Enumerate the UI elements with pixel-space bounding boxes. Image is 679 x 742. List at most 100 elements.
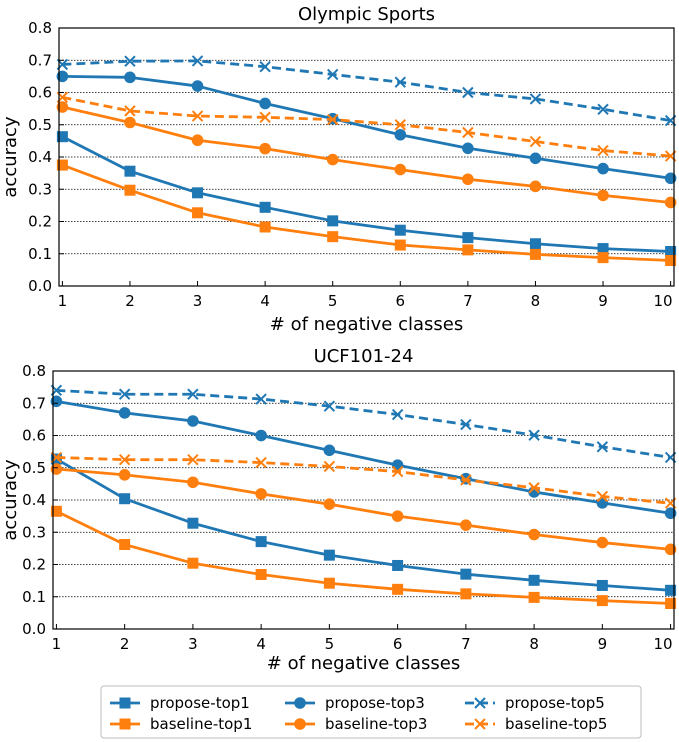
chart2-point-baseline-top1	[665, 598, 677, 610]
legend-marker-propose-top1	[119, 697, 131, 709]
chart2-point-propose-top1	[119, 493, 131, 505]
chart1-line-propose-top1	[61, 135, 671, 253]
chart2-point-baseline-top5	[391, 465, 404, 478]
chart2-xtick-label: 5	[325, 635, 335, 653]
chart2-xtick-label: 9	[598, 635, 608, 653]
chart1-point-baseline-top3	[394, 163, 407, 176]
chart1-series-baseline-top5	[56, 91, 677, 162]
chart1-xlabel: # of negative classes	[270, 314, 463, 335]
chart2-point-baseline-top5	[460, 474, 472, 486]
chart1-point-baseline-top1	[462, 244, 474, 256]
legend-entry-baseline-top1: baseline-top1	[110, 715, 252, 733]
chart2-point-propose-top1	[596, 579, 608, 591]
chart2-series-propose-top3	[50, 395, 677, 520]
legend-label-baseline-top3: baseline-top3	[325, 715, 427, 733]
chart1-point-baseline-top5	[327, 113, 339, 126]
chart2-point-baseline-top1	[460, 588, 472, 600]
legend-label-baseline-top1: baseline-top1	[150, 715, 252, 733]
chart2-point-baseline-top5	[118, 453, 131, 466]
chart1-point-propose-top3	[259, 97, 271, 110]
chart2-point-baseline-top1	[255, 568, 267, 580]
chart1-point-baseline-top3	[664, 196, 677, 209]
chart1-point-baseline-top3	[326, 153, 339, 166]
legend-label-propose-top5: propose-top5	[505, 694, 605, 712]
chart1-point-baseline-top3	[597, 189, 609, 202]
chart2-point-baseline-top3	[323, 498, 336, 510]
chart1-ytick-label: 0.6	[28, 84, 52, 102]
chart2-xtick-label: 7	[461, 635, 471, 653]
chart1-ytick-label: 0.8	[28, 19, 52, 37]
chart2-xtick-label: 6	[393, 635, 403, 653]
chart2: 0.0 0.1 0.2 0.3 0.4 0.5 0.6 0.7 0.8 1 2 3 4 5 6 7 8 9 10 UC…	[0, 346, 677, 674]
chart1-point-propose-top1	[327, 215, 339, 227]
chart1-xtick-label: 1	[58, 292, 68, 310]
chart2-ytick-label: 0.1	[22, 588, 46, 606]
chart2-point-propose-top1	[528, 574, 540, 586]
chart2-ytick-label: 0.6	[22, 427, 46, 445]
chart1-point-baseline-top5	[462, 126, 474, 139]
chart1-point-propose-top5	[191, 55, 204, 67]
chart2-point-propose-top1	[665, 584, 677, 596]
chart2-point-baseline-top1	[528, 591, 540, 603]
chart1-xtick-label: 2	[125, 292, 135, 310]
chart2-point-propose-top3	[118, 407, 131, 419]
chart2-ytick-label: 0.5	[22, 459, 46, 477]
chart1-point-propose-top1	[597, 243, 609, 255]
chart2-point-propose-top5	[187, 388, 199, 400]
chart1-point-propose-top1	[529, 238, 541, 250]
chart2-ytick-label: 0.7	[22, 394, 46, 412]
chart1-ytick-label: 0.7	[28, 51, 52, 69]
chart2-xlabel: # of negative classes	[267, 653, 460, 674]
chart1: 0.0 0.1 0.2 0.3 0.4 0.5 0.6 0.7 0.8 1 2 3 4 5 6 7 8 9 10 Ol…	[0, 4, 677, 335]
chart1-ylabel: accuracy	[0, 116, 21, 198]
legend-entry-propose-top1: propose-top1	[110, 694, 250, 712]
chart1-ytick-label: 0.3	[28, 180, 52, 198]
legend-marker-propose-top5	[474, 697, 486, 709]
chart1-point-baseline-top3	[56, 101, 69, 113]
chart1-point-propose-top3	[529, 152, 542, 165]
chart2-ylabel: accuracy	[0, 459, 21, 541]
chart2-point-baseline-top3	[596, 536, 609, 549]
chart1-point-baseline-top1	[56, 159, 68, 171]
chart1-point-baseline-top5	[597, 144, 609, 157]
chart1-point-propose-top1	[665, 245, 677, 257]
chart2-point-propose-top1	[255, 536, 267, 548]
chart1-point-propose-top1	[259, 201, 271, 213]
chart2-series-baseline-top1	[50, 505, 677, 610]
chart2-point-propose-top1	[50, 453, 62, 465]
chart2-xtick-label: 3	[188, 635, 198, 653]
chart2-point-propose-top5	[255, 393, 267, 405]
chart1-point-propose-top1	[124, 165, 136, 177]
chart2-ytick-label: 0.2	[22, 556, 46, 574]
chart1-point-baseline-top1	[529, 248, 541, 260]
chart2-title: UCF101-24	[314, 346, 414, 367]
chart2-point-propose-top5	[596, 441, 609, 453]
chart2-point-propose-top5	[528, 429, 540, 441]
chart2-point-baseline-top5	[528, 482, 540, 494]
chart2-point-propose-top3	[664, 507, 677, 520]
chart1-point-baseline-top5	[394, 119, 406, 131]
legend-label-propose-top1: propose-top1	[150, 694, 250, 712]
legend-label-propose-top3: propose-top3	[325, 694, 425, 712]
chart1-xtick-label: 3	[193, 292, 203, 310]
chart2-point-propose-top5	[118, 388, 131, 400]
chart1-line-propose-top3	[62, 74, 671, 180]
chart1-xtick-label: 5	[328, 292, 338, 310]
chart1-point-baseline-top1	[394, 239, 406, 251]
chart1-line-propose-top5	[62, 59, 671, 122]
chart1-xtick-label: 7	[463, 292, 473, 310]
legend-marker-propose-top3	[294, 697, 306, 709]
chart1-point-propose-top3	[664, 172, 677, 185]
chart1-point-propose-top3	[394, 128, 407, 141]
chart2-point-baseline-top1	[187, 557, 199, 569]
chart1-ytick-label: 0.1	[28, 245, 52, 263]
chart2-ytick-label: 0.8	[22, 362, 46, 380]
chart2-line-baseline-top3	[56, 467, 671, 551]
chart1-line-baseline-top1	[61, 163, 671, 262]
chart2-xtick-label: 10	[653, 635, 672, 653]
chart2-point-baseline-top3	[187, 476, 199, 489]
chart1-point-baseline-top3	[259, 142, 271, 155]
chart1-point-propose-top5	[462, 86, 474, 99]
chart1-point-propose-top1	[394, 224, 406, 236]
